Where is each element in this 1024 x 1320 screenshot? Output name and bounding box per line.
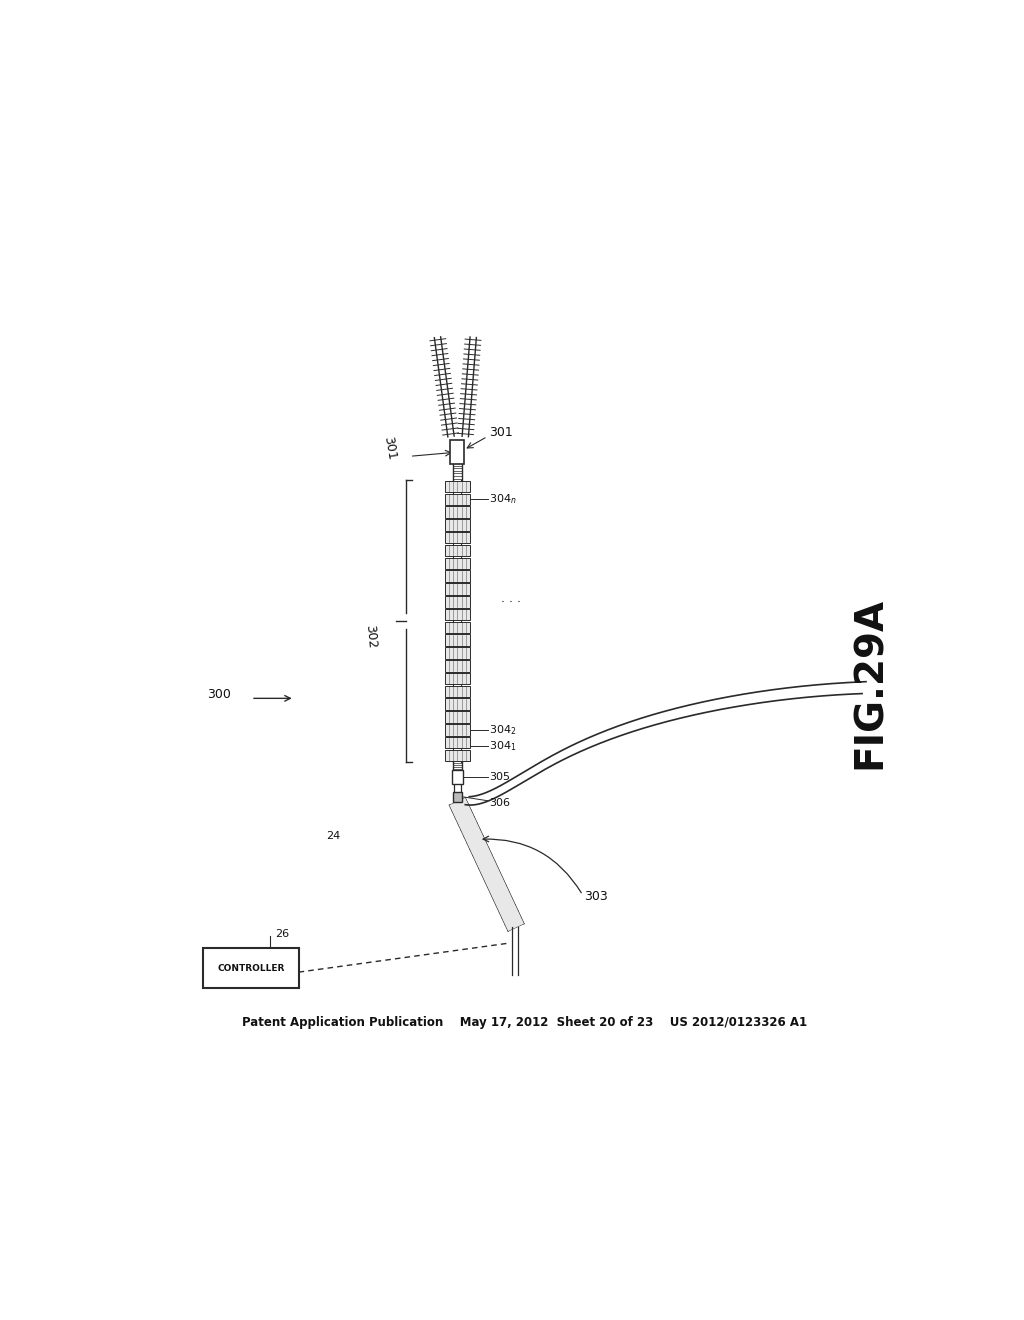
Bar xyxy=(444,647,470,659)
Text: 306: 306 xyxy=(489,799,510,808)
Bar xyxy=(451,441,465,465)
Bar xyxy=(444,545,470,556)
Bar xyxy=(444,750,470,762)
Bar xyxy=(444,480,470,492)
Text: 305: 305 xyxy=(489,772,510,781)
Text: 302: 302 xyxy=(362,624,378,649)
Bar xyxy=(444,583,470,595)
Text: 301: 301 xyxy=(381,436,397,461)
Text: 24: 24 xyxy=(326,832,340,841)
Polygon shape xyxy=(450,797,524,931)
Text: CONTROLLER: CONTROLLER xyxy=(217,964,285,973)
Bar xyxy=(452,770,463,784)
Bar xyxy=(444,519,470,531)
Text: FIG.29A: FIG.29A xyxy=(851,597,889,768)
Bar xyxy=(444,711,470,723)
Bar xyxy=(444,570,470,582)
Text: 300: 300 xyxy=(207,688,231,701)
Bar xyxy=(204,948,299,987)
Bar xyxy=(444,698,470,710)
Bar xyxy=(444,660,470,672)
Text: Patent Application Publication    May 17, 2012  Sheet 20 of 23    US 2012/012332: Patent Application Publication May 17, 2… xyxy=(243,1015,807,1028)
Text: 301: 301 xyxy=(489,426,513,440)
Bar xyxy=(444,507,470,517)
Bar xyxy=(444,673,470,684)
Text: 26: 26 xyxy=(274,929,289,939)
Bar xyxy=(444,557,470,569)
Bar xyxy=(444,635,470,645)
Bar xyxy=(444,622,470,634)
Bar xyxy=(453,792,462,801)
Text: 303: 303 xyxy=(585,890,608,903)
Text: . . .: . . . xyxy=(501,591,521,605)
Bar xyxy=(444,597,470,607)
Bar xyxy=(444,685,470,697)
Bar xyxy=(444,737,470,748)
Text: 304$_1$: 304$_1$ xyxy=(489,739,517,754)
Bar xyxy=(444,494,470,506)
Text: 304$_n$: 304$_n$ xyxy=(489,492,517,506)
Bar xyxy=(444,532,470,544)
Bar xyxy=(444,725,470,735)
Text: 304$_2$: 304$_2$ xyxy=(489,723,516,737)
Bar xyxy=(444,609,470,620)
